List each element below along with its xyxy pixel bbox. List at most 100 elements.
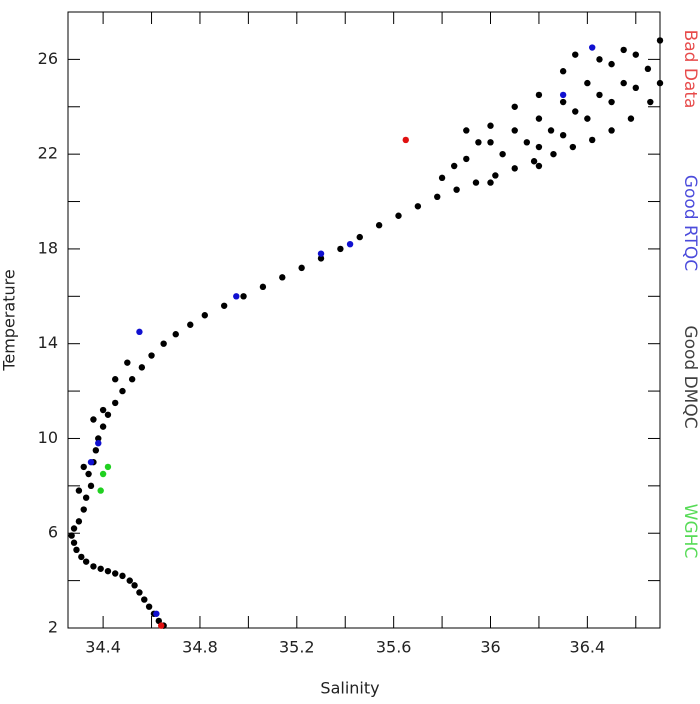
point [559, 98, 567, 106]
point [632, 84, 639, 92]
point [112, 376, 119, 383]
point [279, 274, 286, 281]
x-tick-label: 34.8 [182, 638, 218, 657]
point [141, 596, 148, 603]
point [104, 463, 112, 471]
point [259, 283, 267, 291]
point [620, 46, 627, 54]
plot-frame [67, 11, 661, 629]
point [82, 494, 90, 501]
point [126, 577, 133, 584]
point [119, 572, 126, 580]
point [187, 321, 194, 328]
point [472, 179, 480, 186]
point [97, 565, 104, 572]
point [589, 136, 596, 144]
point [87, 482, 95, 490]
point [487, 139, 494, 146]
point [535, 91, 543, 99]
point [75, 518, 83, 525]
legend-label: Good RTQC [680, 175, 700, 271]
point [155, 617, 162, 625]
point [240, 293, 247, 300]
point [73, 546, 80, 554]
point [559, 91, 567, 99]
point [80, 463, 87, 471]
y-tick-label: 22 [38, 144, 58, 163]
y-tick-label: 26 [38, 49, 58, 68]
point [620, 79, 627, 87]
point [119, 387, 126, 395]
point [317, 255, 325, 262]
point [584, 115, 591, 122]
point [112, 570, 119, 577]
point [656, 79, 664, 87]
point [136, 589, 143, 596]
point [82, 558, 90, 565]
point [220, 302, 228, 309]
point [656, 37, 664, 44]
y-axis-label: Temperature [0, 269, 19, 371]
point [92, 447, 100, 454]
x-tick-label: 36 [480, 638, 500, 657]
x-tick-label: 36.4 [570, 638, 606, 657]
point [559, 132, 567, 139]
point [647, 98, 654, 106]
point [589, 44, 596, 51]
legend-label: Bad Data [680, 30, 700, 109]
legend-label: Good DMQC [680, 325, 700, 428]
point [596, 91, 603, 99]
point [608, 127, 615, 134]
point [346, 240, 354, 248]
point [337, 245, 344, 253]
point [104, 567, 112, 575]
point [511, 103, 518, 110]
point [75, 487, 83, 494]
point [450, 162, 458, 170]
point [487, 179, 494, 186]
point [160, 340, 167, 347]
point [535, 162, 543, 170]
point [475, 139, 482, 146]
point [172, 331, 179, 338]
x-tick-label: 35.6 [376, 638, 412, 657]
point [128, 376, 136, 383]
point [395, 212, 402, 219]
point [499, 150, 506, 158]
point [145, 603, 153, 610]
point [463, 127, 470, 134]
point [627, 115, 635, 122]
point [68, 532, 75, 539]
point [644, 65, 652, 73]
point [559, 68, 567, 75]
legend-label: WGHC [680, 504, 700, 559]
point [584, 79, 591, 87]
point [572, 108, 579, 115]
point [438, 174, 446, 182]
point [158, 622, 165, 629]
point [78, 553, 85, 561]
y-tick-label: 14 [38, 333, 58, 352]
point [87, 458, 95, 466]
point [112, 399, 119, 407]
point [148, 352, 155, 359]
point [414, 203, 422, 210]
point [90, 416, 97, 423]
point [487, 122, 494, 129]
point [356, 233, 363, 241]
x-axis-label: Salinity [320, 679, 379, 698]
point [375, 222, 383, 229]
point [530, 158, 538, 165]
y-tick-label: 2 [48, 618, 58, 637]
point [492, 172, 499, 179]
point [547, 127, 555, 134]
point [535, 115, 543, 122]
point [124, 359, 131, 366]
point [535, 143, 543, 151]
point [99, 406, 107, 414]
x-tick-label: 34.4 [85, 638, 121, 657]
point [608, 60, 615, 68]
point [317, 250, 325, 257]
point [596, 56, 603, 63]
